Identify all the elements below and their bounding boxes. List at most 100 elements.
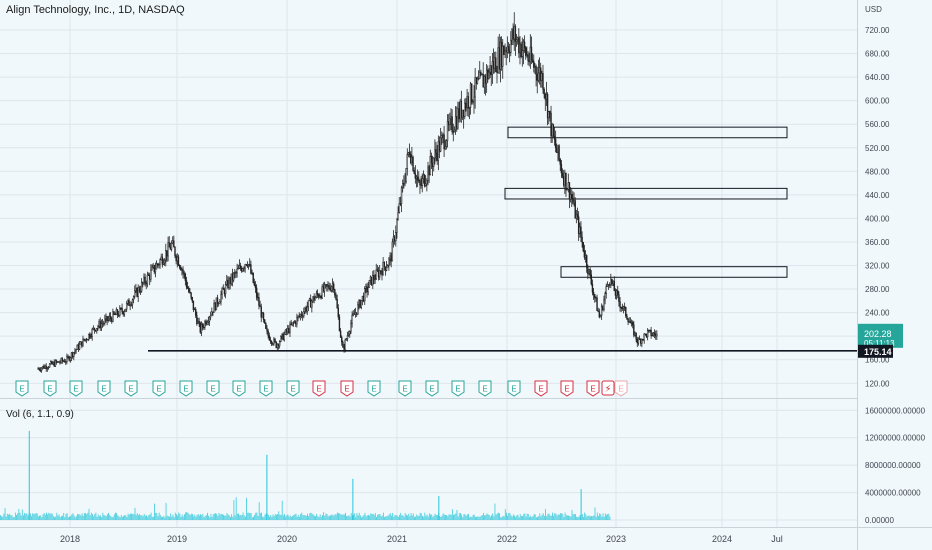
earnings-marker-icon[interactable]: E <box>367 380 381 397</box>
earnings-marker-icon[interactable]: E <box>206 380 220 397</box>
volume-bar <box>152 516 154 520</box>
earnings-marker-icon[interactable]: E <box>507 380 521 397</box>
earnings-marker-label: E <box>590 385 595 394</box>
y-tick-label: 320.00 <box>865 262 890 271</box>
candle-body <box>368 280 371 288</box>
volume-bar <box>81 513 83 520</box>
candle-body <box>511 29 513 41</box>
candle-body <box>357 304 359 315</box>
candle-body <box>121 307 123 312</box>
volume-bar <box>393 516 395 520</box>
candle-body <box>74 350 76 353</box>
earnings-marker-icon[interactable]: E <box>398 380 412 397</box>
earnings-marker-icon[interactable]: E <box>340 380 354 397</box>
volume-bar <box>41 517 43 520</box>
candle-body <box>456 116 458 129</box>
volume-bar <box>120 515 122 520</box>
volume-bar <box>405 514 407 520</box>
volume-bar <box>497 512 499 520</box>
volume-bar <box>414 516 415 520</box>
candle-body <box>381 271 383 276</box>
volume-bar <box>492 513 494 520</box>
earnings-marker-icon[interactable]: E <box>179 380 193 397</box>
candle-body <box>216 297 219 305</box>
candle-body <box>565 172 567 191</box>
volume-bar <box>540 516 542 520</box>
candle-body <box>258 297 260 306</box>
earnings-marker-icon[interactable]: E <box>152 380 166 397</box>
candle-body <box>253 282 256 286</box>
earnings-marker-icon[interactable]: E <box>97 380 111 397</box>
volume-bar <box>334 514 336 520</box>
candle-body <box>137 287 139 297</box>
candle-body <box>504 50 506 55</box>
volume-bar <box>598 515 599 520</box>
volume-bar <box>447 516 449 520</box>
zone-rect[interactable] <box>560 266 788 278</box>
candle-body <box>102 322 105 325</box>
volume-bar <box>148 515 150 520</box>
earnings-marker-label: E <box>19 385 24 394</box>
earnings-marker-icon[interactable]: E <box>534 380 548 397</box>
earnings-marker-icon[interactable]: E <box>15 380 29 397</box>
earnings-marker-icon[interactable]: E <box>586 380 600 397</box>
candle-body <box>247 264 250 266</box>
earnings-marker-icon[interactable]: E <box>43 380 57 397</box>
volume-bar <box>87 512 89 520</box>
candle-body <box>445 140 448 147</box>
earnings-markers[interactable]: E E E E E E E E E E E E E E E E E E E E E E ⚡ E <box>15 380 628 397</box>
earnings-marker-icon[interactable]: E <box>478 380 492 397</box>
zone-rect[interactable] <box>504 187 788 200</box>
candle-body <box>131 299 134 305</box>
candle-body <box>59 362 61 364</box>
volume-bar <box>525 516 527 520</box>
earnings-marker-icon[interactable]: E <box>614 380 628 397</box>
volume-bar <box>255 512 257 520</box>
earnings-marker-label: E <box>371 385 376 394</box>
volume-bar <box>173 517 175 520</box>
volume-bar <box>282 515 284 520</box>
earnings-marker-icon[interactable]: E <box>259 380 273 397</box>
candle-body <box>269 339 272 342</box>
volume-bar <box>342 514 344 520</box>
volume-bar <box>461 514 463 520</box>
earnings-marker-icon[interactable]: E <box>286 380 300 397</box>
volume-bar <box>82 515 84 520</box>
volume-bar <box>294 514 296 520</box>
earnings-marker-icon[interactable]: E <box>425 380 439 397</box>
earnings-marker-icon[interactable]: E <box>312 380 326 397</box>
candle-body <box>454 116 457 131</box>
earnings-marker-box <box>179 380 193 397</box>
earnings-marker-icon[interactable]: E <box>124 380 138 397</box>
earnings-marker-icon[interactable]: E <box>69 380 83 397</box>
volume-bar <box>280 514 282 520</box>
volume-bar <box>1 516 3 520</box>
candle-body <box>475 77 477 84</box>
candle-body <box>123 311 126 315</box>
zone-rect[interactable] <box>507 126 788 139</box>
earnings-marker-box <box>286 380 300 397</box>
candle-body <box>229 278 231 285</box>
volume-bar <box>292 516 293 520</box>
volume-bar <box>347 516 349 520</box>
volume-bar <box>380 516 382 520</box>
candle-body <box>591 283 594 293</box>
earnings-marker-icon[interactable]: E <box>451 380 465 397</box>
earnings-marker-icon[interactable]: E <box>232 380 246 397</box>
volume-bar <box>335 514 337 520</box>
volume-bar <box>364 512 366 520</box>
price-zones[interactable] <box>504 126 788 278</box>
earnings-marker-icon[interactable]: E <box>560 380 574 397</box>
volume-bar <box>355 516 357 520</box>
volume-bar <box>149 514 151 520</box>
candle-body <box>171 240 174 244</box>
volume-bar <box>456 509 458 520</box>
candle-body <box>558 145 560 160</box>
candle-body <box>244 264 246 269</box>
volume-bar <box>101 517 103 520</box>
volume-bar <box>190 513 192 520</box>
earnings-marker-icon[interactable]: ⚡ <box>601 380 615 396</box>
volume-bar <box>373 514 375 520</box>
volume-bar <box>415 516 417 520</box>
